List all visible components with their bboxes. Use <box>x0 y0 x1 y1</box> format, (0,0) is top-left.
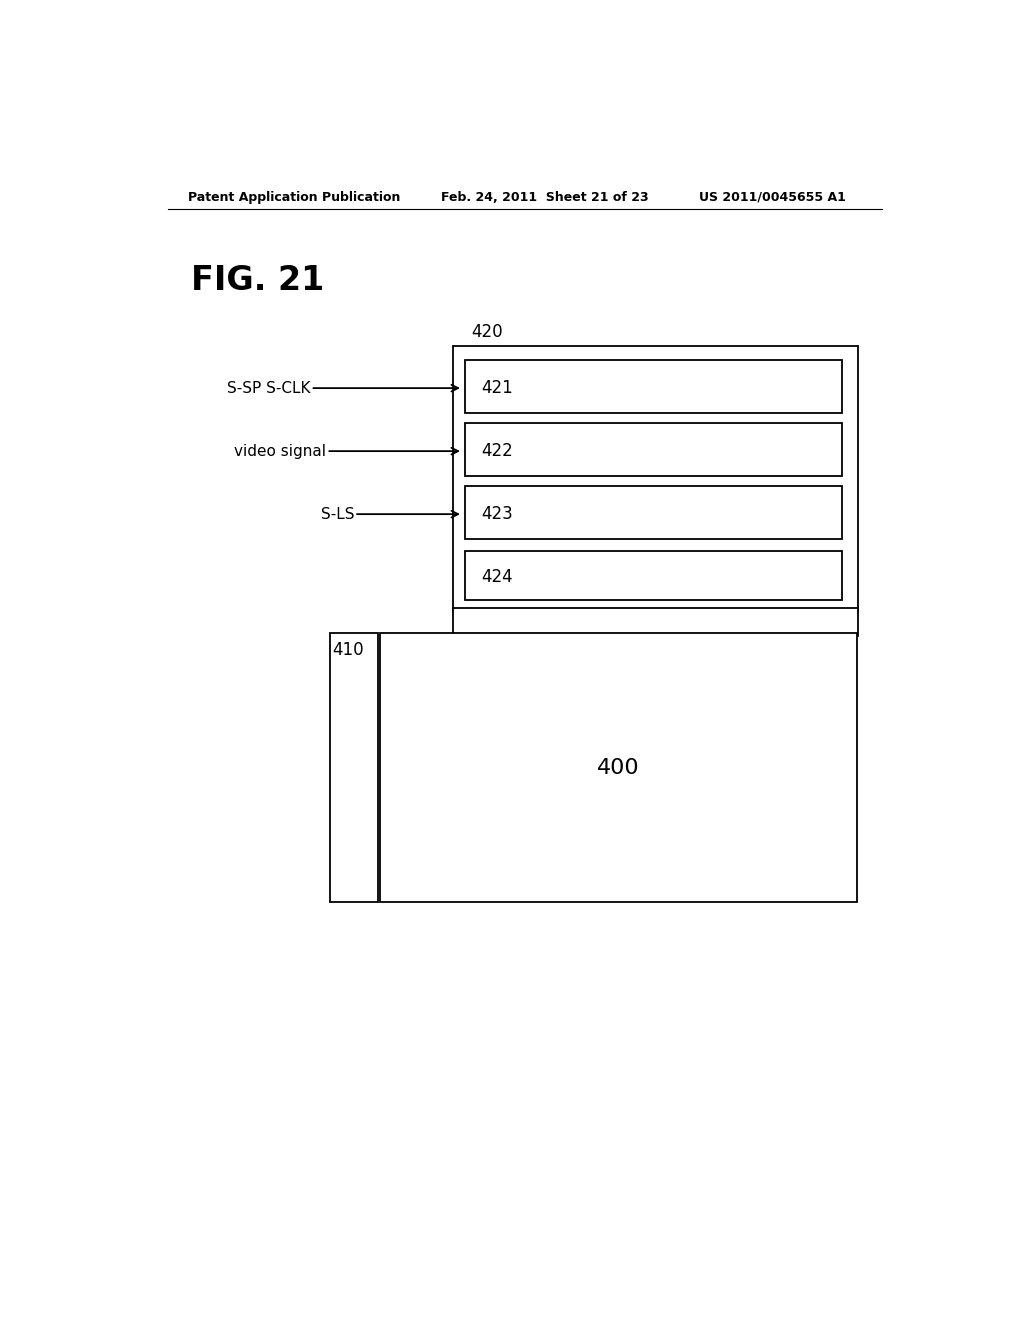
Text: 422: 422 <box>481 442 513 461</box>
Text: Feb. 24, 2011  Sheet 21 of 23: Feb. 24, 2011 Sheet 21 of 23 <box>441 190 649 203</box>
Bar <box>380 634 856 903</box>
Text: 420: 420 <box>471 323 503 342</box>
Text: 423: 423 <box>481 506 513 523</box>
Text: 400: 400 <box>597 758 640 779</box>
Bar <box>465 486 842 539</box>
Text: 410: 410 <box>333 642 365 659</box>
Text: video signal: video signal <box>234 444 327 458</box>
Bar <box>465 359 842 412</box>
Bar <box>454 607 858 636</box>
Bar <box>465 550 842 599</box>
Text: 421: 421 <box>481 379 513 397</box>
Text: S-SP S-CLK: S-SP S-CLK <box>227 380 310 396</box>
Bar <box>454 346 858 611</box>
Text: FIG. 21: FIG. 21 <box>191 264 325 297</box>
Bar <box>465 422 842 475</box>
Bar <box>331 634 378 903</box>
Text: 424: 424 <box>481 568 513 586</box>
Text: S-LS: S-LS <box>321 507 354 521</box>
Text: US 2011/0045655 A1: US 2011/0045655 A1 <box>699 190 846 203</box>
Text: Patent Application Publication: Patent Application Publication <box>187 190 400 203</box>
